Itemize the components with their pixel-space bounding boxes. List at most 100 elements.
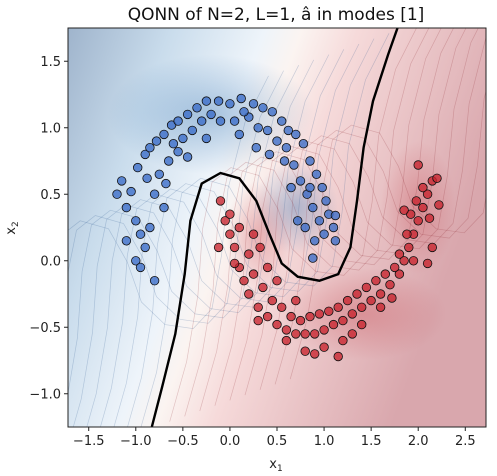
data-point-class-0 xyxy=(173,146,183,157)
plot-area: −1.5 −1.0 −0.5 0.0 0.5 1.0 1.5 2.0 2.5 −1.0 −0.5 0… xyxy=(29,27,487,449)
data-point-class-0 xyxy=(126,186,136,197)
contour-line xyxy=(113,43,360,427)
data-point-class-1 xyxy=(357,302,367,313)
data-point-class-1 xyxy=(225,209,235,219)
data-point-class-1 xyxy=(262,311,273,322)
data-point-class-1 xyxy=(387,293,397,303)
data-point-class-0 xyxy=(142,173,152,184)
data-point-class-1 xyxy=(255,242,265,253)
contour-line xyxy=(72,59,315,427)
y-axis-label: x2 xyxy=(4,221,21,234)
data-point-class-1 xyxy=(338,335,348,346)
data-point-class-0 xyxy=(213,96,224,106)
x-axis-ticks: −1.5 −1.0 −0.5 0.0 0.5 1.0 1.5 2.0 2.5 xyxy=(73,427,476,449)
data-point-class-0 xyxy=(258,103,268,113)
data-point-class-0 xyxy=(321,196,331,206)
x-tick-label: −1.0 xyxy=(120,434,152,449)
data-point-class-1 xyxy=(253,315,263,326)
x-axis-label: x1 xyxy=(269,457,282,474)
y-tick-label: 1.5 xyxy=(40,55,61,70)
data-point-class-1 xyxy=(422,189,433,199)
data-point-class-1 xyxy=(229,258,240,269)
data-point-class-1 xyxy=(422,258,433,269)
data-point-class-1 xyxy=(310,349,320,359)
data-point-class-0 xyxy=(289,160,299,170)
data-point-class-1 xyxy=(432,173,442,184)
data-point-class-1 xyxy=(342,295,353,306)
data-point-class-1 xyxy=(310,329,320,339)
data-point-class-1 xyxy=(291,329,301,339)
data-point-class-0 xyxy=(239,107,249,117)
data-point-class-0 xyxy=(149,189,160,199)
contour-line xyxy=(100,49,345,427)
data-point-class-1 xyxy=(262,262,273,273)
data-point-class-1 xyxy=(418,202,428,213)
contour-line xyxy=(259,36,486,390)
data-point-class-1 xyxy=(371,276,381,286)
x-tick-label: 0.0 xyxy=(220,434,241,449)
data-point-class-1 xyxy=(213,242,224,253)
scatter-points xyxy=(112,93,444,362)
data-point-class-1 xyxy=(248,229,259,239)
data-point-class-0 xyxy=(262,125,273,136)
data-point-class-0 xyxy=(295,176,306,186)
data-point-class-0 xyxy=(330,236,341,246)
y-tick-label: 1.0 xyxy=(40,121,61,136)
x-tick-label: 1.5 xyxy=(361,434,382,449)
data-point-class-0 xyxy=(328,222,339,233)
x-tick-label: 0.5 xyxy=(267,434,288,449)
data-point-class-1 xyxy=(272,319,282,330)
data-point-class-1 xyxy=(361,282,372,293)
data-point-class-1 xyxy=(324,306,334,317)
data-point-class-1 xyxy=(411,196,422,206)
data-point-class-0 xyxy=(308,253,318,263)
data-point-class-0 xyxy=(279,156,290,166)
data-point-class-1 xyxy=(281,335,292,346)
data-point-class-1 xyxy=(267,295,278,306)
data-point-class-1 xyxy=(399,205,409,215)
data-point-class-1 xyxy=(244,289,254,299)
y-tick-label: 0.0 xyxy=(40,254,61,269)
data-point-class-1 xyxy=(424,213,435,223)
data-point-class-0 xyxy=(201,96,212,106)
y-tick-label: 0.5 xyxy=(40,188,61,203)
contour-line xyxy=(140,33,390,427)
contour-line xyxy=(229,28,467,401)
data-point-class-0 xyxy=(206,109,216,120)
data-point-class-0 xyxy=(140,242,150,253)
data-point-class-0 xyxy=(182,109,193,120)
y-tick-label: −0.5 xyxy=(29,321,61,336)
data-point-class-0 xyxy=(225,99,235,109)
data-point-class-0 xyxy=(291,129,301,140)
data-point-class-0 xyxy=(145,142,155,153)
data-point-class-0 xyxy=(192,103,202,113)
data-point-class-0 xyxy=(112,189,122,199)
contour-line xyxy=(199,28,442,412)
data-point-class-1 xyxy=(366,295,376,306)
contour-line xyxy=(68,65,300,396)
data-point-class-1 xyxy=(305,311,315,322)
data-point-class-0 xyxy=(253,123,263,133)
data-point-class-0 xyxy=(182,152,193,162)
data-point-class-0 xyxy=(267,107,278,117)
decision-contours xyxy=(68,28,486,427)
data-point-class-0 xyxy=(116,176,127,186)
data-point-class-1 xyxy=(319,325,329,335)
data-point-class-1 xyxy=(380,269,391,279)
data-point-class-0 xyxy=(310,236,320,246)
data-point-class-1 xyxy=(234,222,245,233)
data-point-class-0 xyxy=(132,162,143,173)
contour-line xyxy=(68,70,284,324)
x-tick-label: 2.5 xyxy=(455,434,476,449)
data-point-class-0 xyxy=(305,182,315,193)
data-point-class-0 xyxy=(308,202,318,213)
data-point-class-0 xyxy=(196,116,207,126)
x-tick-label: 2.0 xyxy=(408,434,429,449)
data-point-class-0 xyxy=(154,169,165,180)
data-point-class-1 xyxy=(314,309,325,319)
data-point-class-1 xyxy=(239,276,249,286)
data-point-class-1 xyxy=(295,315,306,326)
data-point-class-0 xyxy=(159,202,169,213)
data-point-class-0 xyxy=(264,149,275,160)
